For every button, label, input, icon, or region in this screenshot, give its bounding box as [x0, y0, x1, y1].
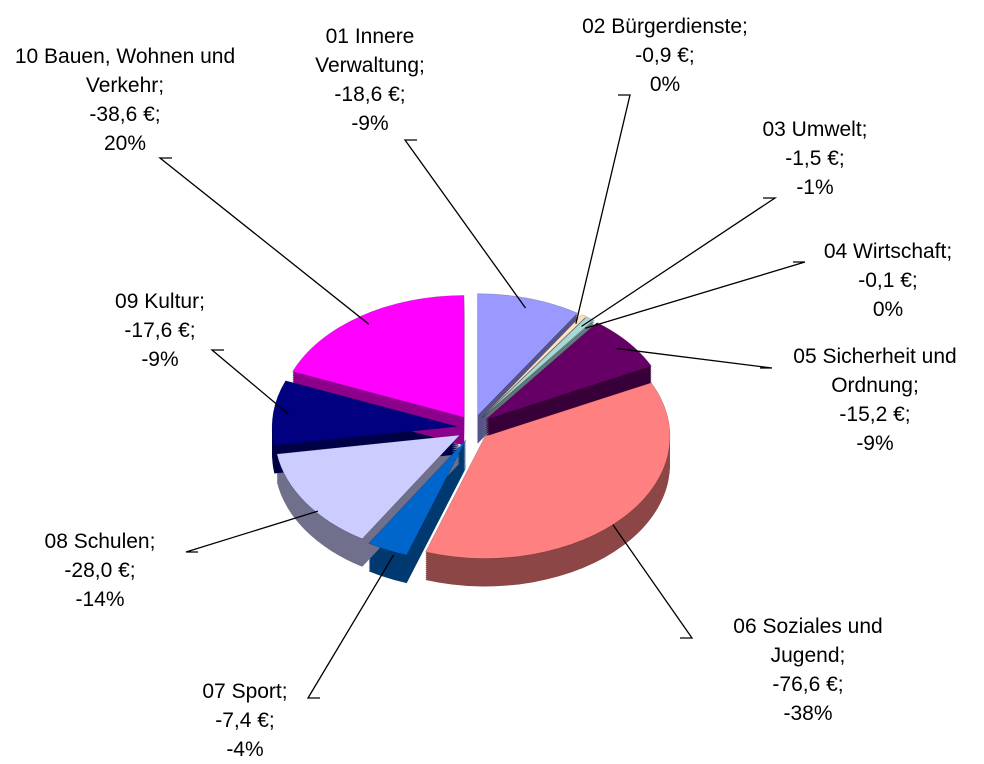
label-value: -28,0 €;: [64, 559, 136, 582]
leader-line: [158, 157, 370, 325]
label-value: -76,6 €;: [772, 673, 844, 696]
label-value: -0,9 €;: [635, 44, 695, 67]
label-value: -18,6 €;: [334, 83, 406, 106]
label-percent: 0%: [872, 298, 904, 321]
slice-label: 04 Wirtschaft; -0,1 €; 0%: [803, 237, 973, 324]
label-category: 05 Sicherheit und Ordnung;: [793, 345, 957, 397]
label-percent: -9%: [856, 432, 894, 455]
slice: [425, 382, 671, 559]
slice-label: 03 Umwelt; -1,5 €; -1%: [725, 115, 905, 202]
label-value: -1,5 €;: [785, 147, 845, 170]
slice: [477, 293, 579, 417]
slice-label: 01 Innere Verwaltung; -18,6 €; -9%: [285, 22, 455, 138]
leader-line: [403, 139, 527, 309]
label-category: 09 Kultur;: [115, 290, 205, 313]
label-percent: -14%: [75, 588, 125, 611]
leader-line: [581, 197, 778, 327]
slice: [481, 314, 587, 418]
label-category: 10 Bauen, Wohnen und Verkehr;: [14, 45, 236, 97]
label-category: 08 Schulen;: [44, 530, 156, 553]
slice-label: 06 Soziales und Jugend; -76,6 €; -38%: [713, 612, 903, 728]
label-value: -17,6 €;: [124, 319, 196, 342]
label-value: -7,4 €;: [215, 709, 275, 732]
slice-side-layer: [482, 324, 595, 422]
label-category: 02 Bürgerdienste;: [582, 15, 748, 38]
label-percent: -1%: [796, 176, 834, 199]
label-percent: -4%: [226, 738, 264, 761]
slice: [276, 434, 461, 540]
slice-label: 05 Sicherheit und Ordnung; -15,2 €; -9%: [770, 342, 980, 458]
slice: [482, 319, 595, 419]
label-percent: -9%: [141, 348, 179, 371]
slice-label: 10 Bauen, Wohnen und Verkehr; -38,6 €; 20%: [0, 42, 250, 158]
slice: [271, 380, 458, 446]
slice-label: 08 Schulen; -28,0 €; -14%: [10, 527, 190, 614]
leader-line: [585, 261, 806, 329]
slice: [482, 316, 595, 418]
leader-line: [210, 349, 289, 415]
leader-line: [575, 94, 631, 324]
slice: [292, 295, 465, 418]
leader-line: [185, 510, 319, 553]
slice: [368, 439, 467, 556]
slice-side-layer: [482, 322, 595, 420]
label-percent: 20%: [103, 132, 147, 155]
leader-line: [616, 347, 773, 369]
label-percent: -38%: [783, 702, 833, 725]
label-category: 07 Sport;: [202, 680, 288, 703]
label-value: -0,1 €;: [858, 269, 918, 292]
label-category: 06 Soziales und Jugend;: [733, 615, 883, 667]
label-category: 01 Innere Verwaltung;: [315, 25, 425, 77]
label-value: -15,2 €;: [839, 403, 911, 426]
label-percent: -9%: [351, 112, 389, 135]
label-category: 04 Wirtschaft;: [823, 240, 953, 263]
slice-label: 02 Bürgerdienste; -0,9 €; 0%: [555, 12, 775, 99]
leader-line: [612, 524, 694, 639]
slice-label: 07 Sport; -7,4 €; -4%: [175, 677, 315, 764]
label-percent: 0%: [649, 73, 681, 96]
slice: [485, 322, 652, 421]
label-category: 03 Umwelt;: [762, 118, 868, 141]
slice-label: 09 Kultur; -17,6 €; -9%: [100, 287, 220, 374]
label-value: -38,6 €;: [89, 103, 161, 126]
leader-line: [306, 554, 395, 699]
